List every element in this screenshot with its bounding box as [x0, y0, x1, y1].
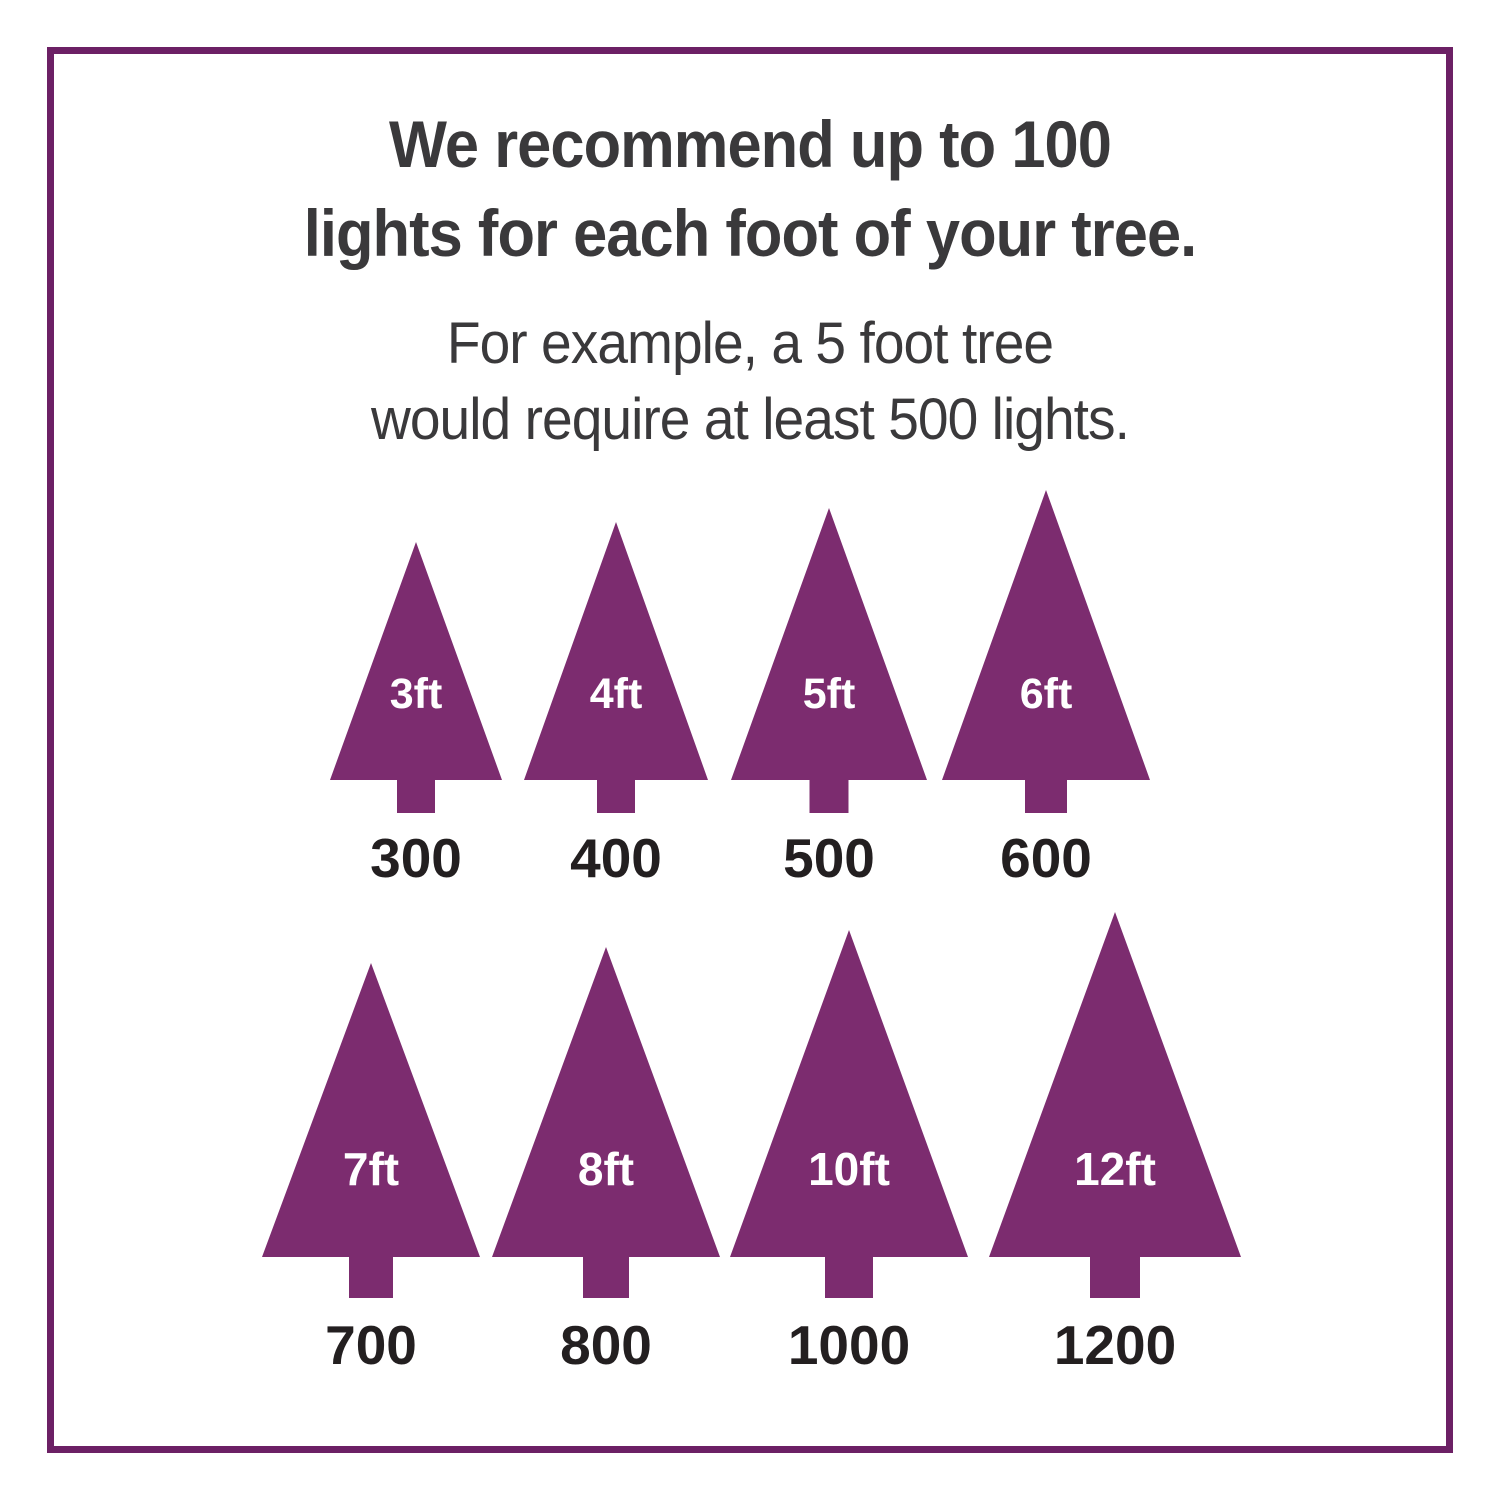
light-count-label: 300 — [370, 827, 462, 889]
tree-icon-7ft: 7ft — [262, 963, 480, 1298]
light-count-label: 800 — [560, 1314, 652, 1376]
tree-icon-5ft: 5ft — [731, 508, 927, 813]
tree-shape — [730, 930, 968, 1298]
light-count-label: 1000 — [787, 1314, 911, 1376]
tree-icon-4ft: 4ft — [524, 522, 708, 813]
tree-height-label: 10ft — [808, 1143, 890, 1195]
title-line-1: We recommend up to 100 — [389, 107, 1112, 181]
tree-shape — [330, 542, 502, 813]
tree-height-label: 8ft — [578, 1143, 634, 1195]
tree-height-label: 4ft — [590, 670, 643, 718]
tree-shape — [942, 490, 1150, 813]
page-title: We recommend up to 100 lights for each f… — [53, 100, 1448, 278]
title-line-2: lights for each foot of your tree. — [303, 196, 1197, 270]
tree-icon-3ft: 3ft — [330, 542, 502, 813]
light-count-label: 400 — [570, 827, 662, 889]
light-count-label: 1200 — [1053, 1314, 1177, 1376]
tree-icon-8ft: 8ft — [492, 947, 720, 1298]
tree-shape — [262, 963, 480, 1298]
tree-height-label: 12ft — [1074, 1143, 1156, 1195]
tree-height-label: 3ft — [390, 670, 443, 718]
tree-height-label: 6ft — [1020, 670, 1073, 718]
tree-shape — [524, 522, 708, 813]
subtitle-line-1: For example, a 5 foot tree — [446, 311, 1054, 376]
light-count-label: 500 — [783, 827, 875, 889]
tree-shape — [731, 508, 927, 813]
tree-shape — [492, 947, 720, 1298]
page-subtitle: For example, a 5 foot tree would require… — [38, 306, 1463, 458]
tree-icon-10ft: 10ft — [730, 930, 968, 1298]
light-count-label: 600 — [1000, 827, 1092, 889]
subtitle-line-2: would require at least 500 lights. — [371, 387, 1130, 452]
tree-icon-12ft: 12ft — [989, 912, 1241, 1298]
tree-shape — [989, 912, 1241, 1298]
light-count-label: 700 — [325, 1314, 417, 1376]
tree-icon-6ft: 6ft — [942, 490, 1150, 813]
tree-height-label: 5ft — [803, 670, 856, 718]
border-frame — [47, 47, 1453, 1453]
tree-height-label: 7ft — [343, 1143, 399, 1195]
